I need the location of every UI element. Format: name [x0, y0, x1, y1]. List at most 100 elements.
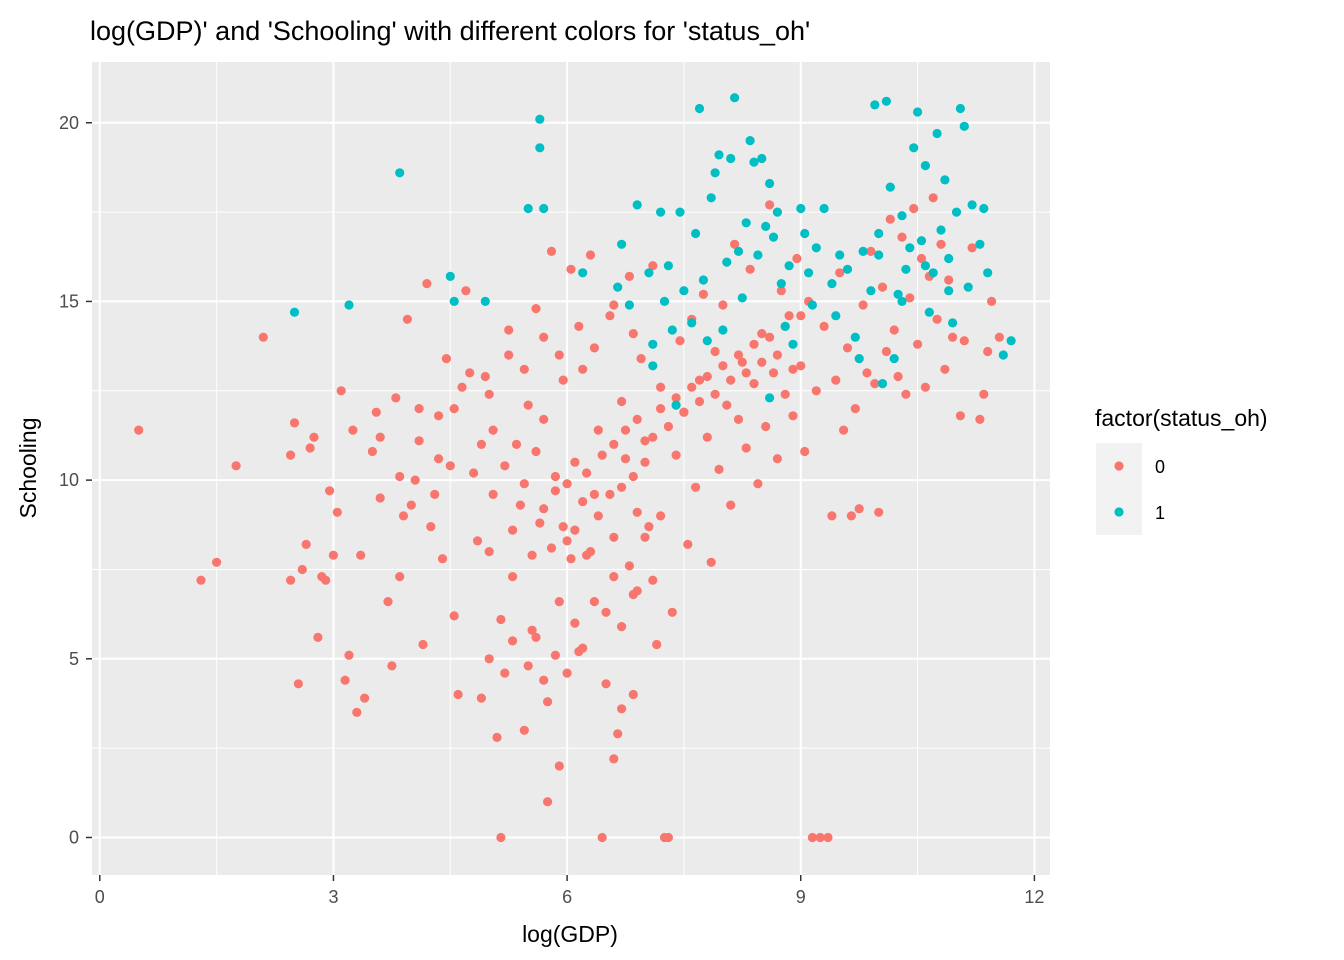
point-series-1 — [905, 243, 915, 253]
point-series-0 — [395, 572, 405, 582]
point-series-0 — [694, 396, 705, 407]
point-series-0 — [800, 446, 810, 457]
point-series-0 — [983, 346, 993, 357]
point-series-1 — [967, 200, 977, 210]
point-series-0 — [539, 414, 549, 424]
point-series-0 — [624, 561, 635, 571]
point-series-1 — [617, 239, 627, 249]
point-series-1 — [940, 175, 950, 185]
point-series-0 — [702, 432, 712, 442]
point-series-1 — [344, 300, 354, 310]
point-series-1 — [831, 311, 841, 321]
point-series-0 — [609, 439, 619, 449]
point-series-0 — [609, 532, 619, 542]
point-series-0 — [515, 500, 526, 510]
point-series-0 — [601, 607, 611, 617]
point-series-0 — [613, 729, 623, 739]
point-series-1 — [920, 161, 931, 171]
point-series-1 — [955, 103, 966, 114]
point-series-0 — [371, 407, 381, 417]
point-series-0 — [772, 454, 783, 464]
point-series-1 — [702, 336, 712, 346]
point-series-0 — [570, 618, 580, 628]
point-series-0 — [476, 693, 486, 703]
point-series-0 — [476, 439, 486, 449]
point-series-0 — [507, 636, 518, 646]
point-series-0 — [597, 832, 607, 843]
point-series-0 — [617, 622, 627, 632]
point-series-0 — [441, 354, 451, 364]
point-series-0 — [839, 425, 849, 435]
point-series-0 — [936, 239, 946, 249]
y-axis-title: Schooling — [15, 417, 41, 518]
point-series-0 — [885, 214, 895, 224]
point-series-0 — [531, 632, 541, 643]
point-series-0 — [714, 464, 724, 474]
point-series-1 — [480, 296, 490, 306]
point-series-1 — [757, 153, 767, 164]
point-series-1 — [659, 296, 670, 306]
legend: factor(status_oh) 0 1 — [1095, 405, 1268, 535]
point-series-0 — [387, 661, 397, 671]
point-series-0 — [788, 364, 798, 374]
point-series-1 — [932, 128, 942, 139]
point-series-1 — [656, 207, 666, 217]
legend-key-0 — [1114, 461, 1124, 471]
point-series-0 — [718, 300, 728, 310]
y-axis: 0 5 10 15 20 — [59, 113, 92, 847]
point-series-0 — [831, 375, 841, 385]
point-series-0 — [500, 668, 510, 678]
point-series-0 — [511, 439, 522, 449]
point-series-0 — [391, 393, 401, 403]
point-series-1 — [613, 282, 623, 292]
point-series-0 — [531, 446, 541, 457]
point-series-0 — [601, 679, 611, 689]
point-series-1 — [998, 350, 1008, 360]
legend-label-0: 0 — [1155, 457, 1165, 477]
point-series-0 — [406, 500, 416, 510]
point-series-0 — [765, 332, 775, 342]
point-series-1 — [827, 279, 837, 289]
point-series-1 — [523, 203, 533, 214]
point-series-0 — [297, 564, 307, 575]
point-series-1 — [691, 228, 701, 239]
point-series-0 — [558, 522, 568, 532]
point-series-0 — [671, 450, 681, 460]
point-series-0 — [410, 475, 420, 485]
point-series-0 — [765, 200, 775, 210]
point-series-0 — [546, 543, 557, 553]
point-series-1 — [913, 107, 923, 117]
point-series-0 — [507, 525, 518, 535]
point-series-0 — [289, 418, 300, 428]
point-series-0 — [644, 522, 654, 532]
point-series-0 — [745, 264, 755, 274]
point-series-0 — [753, 479, 763, 489]
point-series-0 — [535, 518, 545, 528]
point-series-1 — [842, 264, 853, 274]
point-series-0 — [484, 389, 494, 399]
point-series-0 — [332, 507, 342, 517]
point-series-0 — [375, 493, 385, 503]
point-series-0 — [656, 382, 666, 392]
point-series-1 — [959, 121, 969, 131]
legend-label-1: 1 — [1155, 503, 1165, 523]
point-series-0 — [313, 632, 323, 643]
point-series-0 — [574, 321, 584, 331]
point-series-0 — [566, 554, 576, 564]
point-series-0 — [527, 550, 537, 560]
point-series-0 — [461, 286, 471, 296]
point-series-1 — [535, 114, 545, 124]
point-series-0 — [913, 339, 923, 349]
point-series-0 — [722, 400, 732, 410]
point-series-0 — [543, 797, 553, 807]
point-series-0 — [286, 575, 296, 585]
point-series-0 — [624, 271, 635, 281]
point-series-0 — [554, 597, 564, 607]
point-series-0 — [788, 411, 798, 421]
x-tick-label: 12 — [1024, 887, 1044, 907]
point-series-1 — [710, 168, 720, 178]
point-series-0 — [617, 704, 627, 714]
point-series-1 — [870, 100, 880, 110]
point-series-0 — [881, 346, 892, 357]
point-series-0 — [519, 725, 529, 735]
